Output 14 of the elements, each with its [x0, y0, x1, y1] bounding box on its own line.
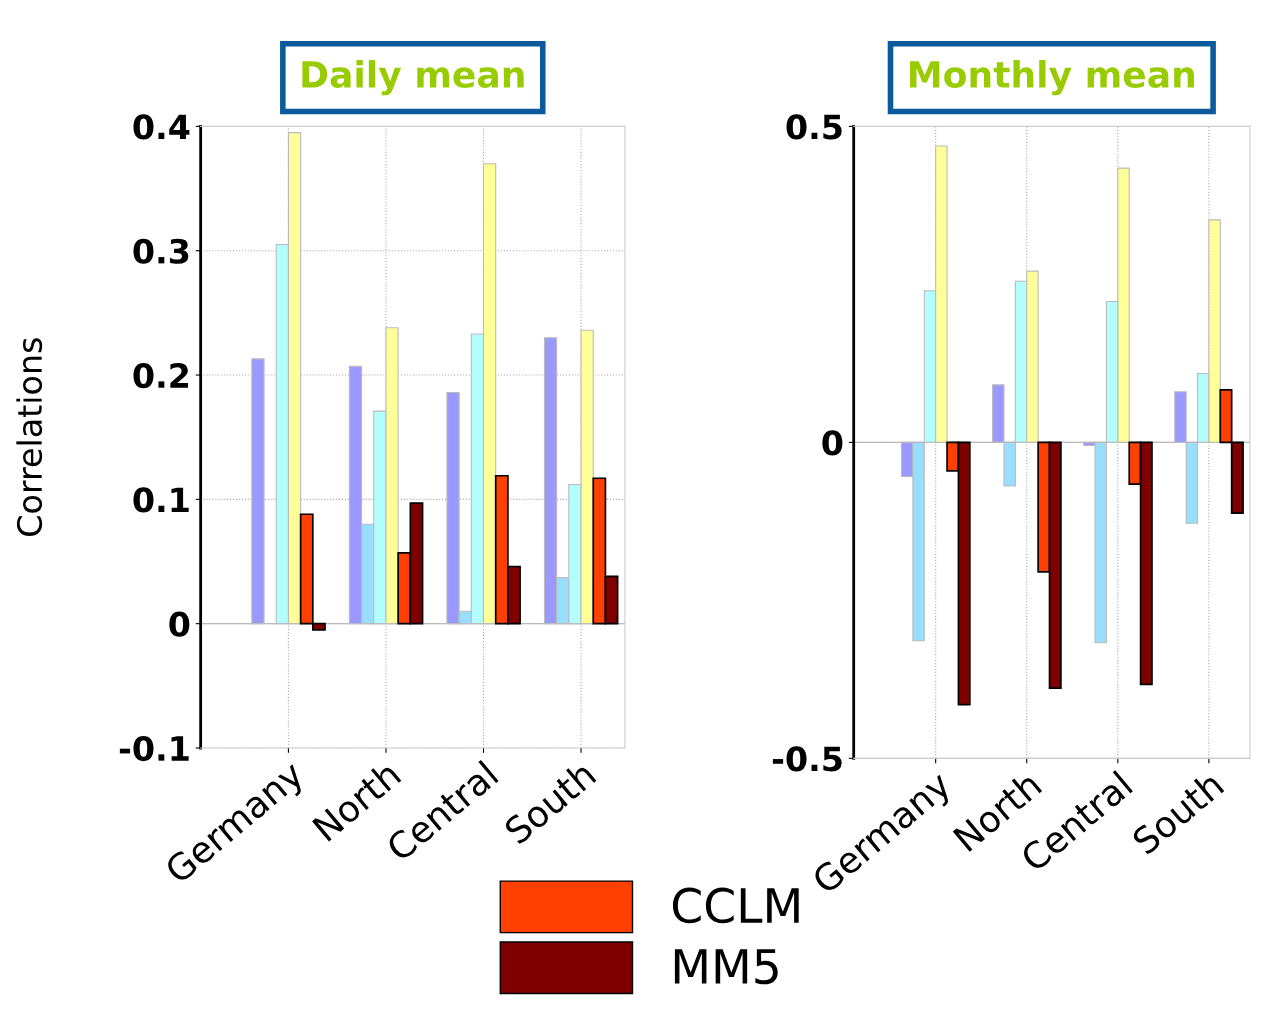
y-tick-label: 0.2 [133, 362, 189, 389]
y-tick-label: -0.1 [119, 735, 189, 762]
y-tick-label: 0 [169, 611, 190, 637]
y-axis-title: Correlations [16, 338, 43, 536]
legend-label: CCLM [672, 887, 799, 924]
legend-label: MM5 [674, 949, 778, 985]
chart-title: Daily mean [302, 60, 524, 96]
y-tick-label: 0 [822, 430, 843, 456]
chart-title: Monthly mean [910, 60, 1195, 96]
y-tick-label: -0.5 [772, 746, 842, 772]
y-tick-label: 0.1 [133, 487, 189, 513]
y-tick-label: 0.4 [133, 114, 190, 140]
y-tick-label: 0.5 [786, 114, 842, 140]
y-tick-label: 0.3 [133, 238, 189, 264]
